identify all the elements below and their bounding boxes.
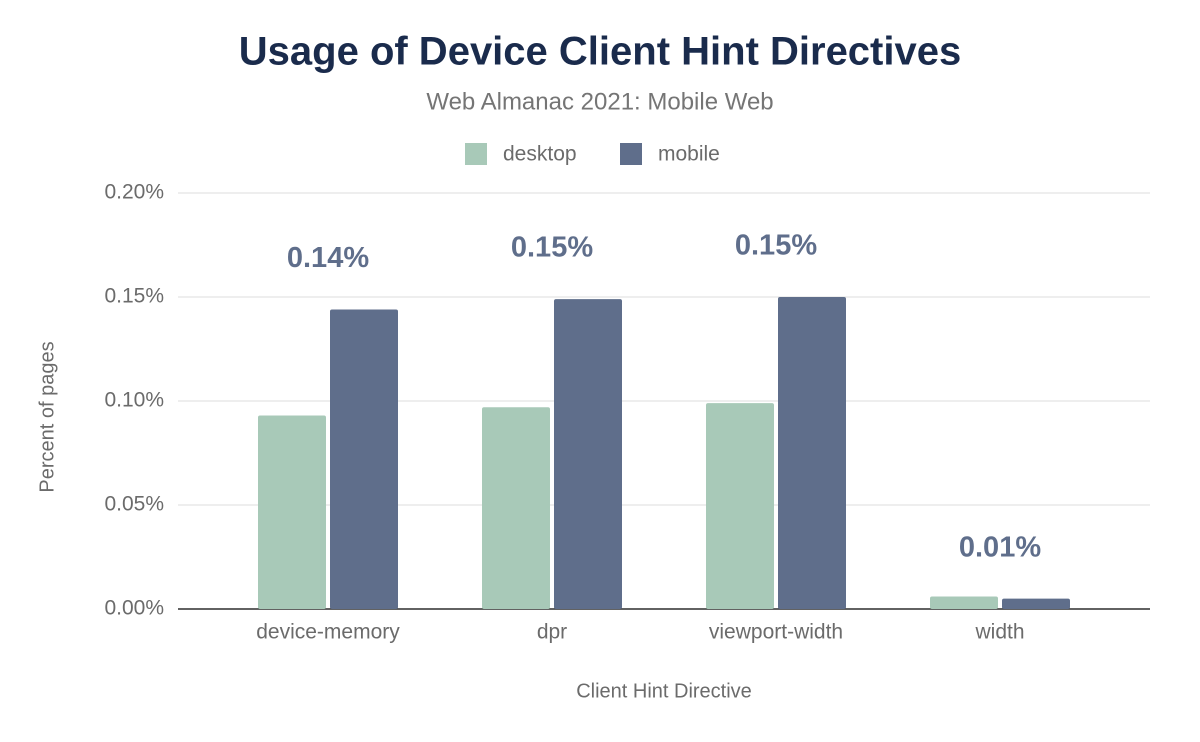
bar xyxy=(706,403,774,609)
bar xyxy=(778,297,846,609)
value-label: 0.14% xyxy=(287,242,369,274)
bar xyxy=(930,596,998,609)
legend-swatch xyxy=(465,143,487,165)
y-tick-label: 0.00% xyxy=(104,597,164,620)
y-tick-label: 0.15% xyxy=(104,285,164,308)
y-tick-label: 0.05% xyxy=(104,493,164,516)
x-tick-label: width xyxy=(974,621,1024,644)
y-axis-title: Percent of pages xyxy=(36,341,58,492)
value-label: 0.15% xyxy=(735,230,817,262)
y-tick-label: 0.10% xyxy=(104,389,164,412)
legend-label: mobile xyxy=(658,143,720,166)
x-tick-label: viewport-width xyxy=(709,621,843,644)
x-tick-label: device-memory xyxy=(256,621,400,644)
bar xyxy=(554,299,622,609)
chart-title: Usage of Device Client Hint Directives xyxy=(239,30,961,74)
legend-label: desktop xyxy=(503,143,577,166)
bar xyxy=(1002,598,1070,609)
value-label: 0.15% xyxy=(511,232,593,264)
legend-swatch xyxy=(620,143,642,165)
value-label: 0.01% xyxy=(959,531,1041,563)
chart-subtitle: Web Almanac 2021: Mobile Web xyxy=(426,88,773,115)
x-tick-label: dpr xyxy=(537,621,567,644)
y-tick-label: 0.20% xyxy=(104,181,164,204)
bar xyxy=(482,407,550,609)
x-axis-title: Client Hint Directive xyxy=(576,680,752,702)
bar xyxy=(330,309,398,609)
bar xyxy=(258,415,326,609)
